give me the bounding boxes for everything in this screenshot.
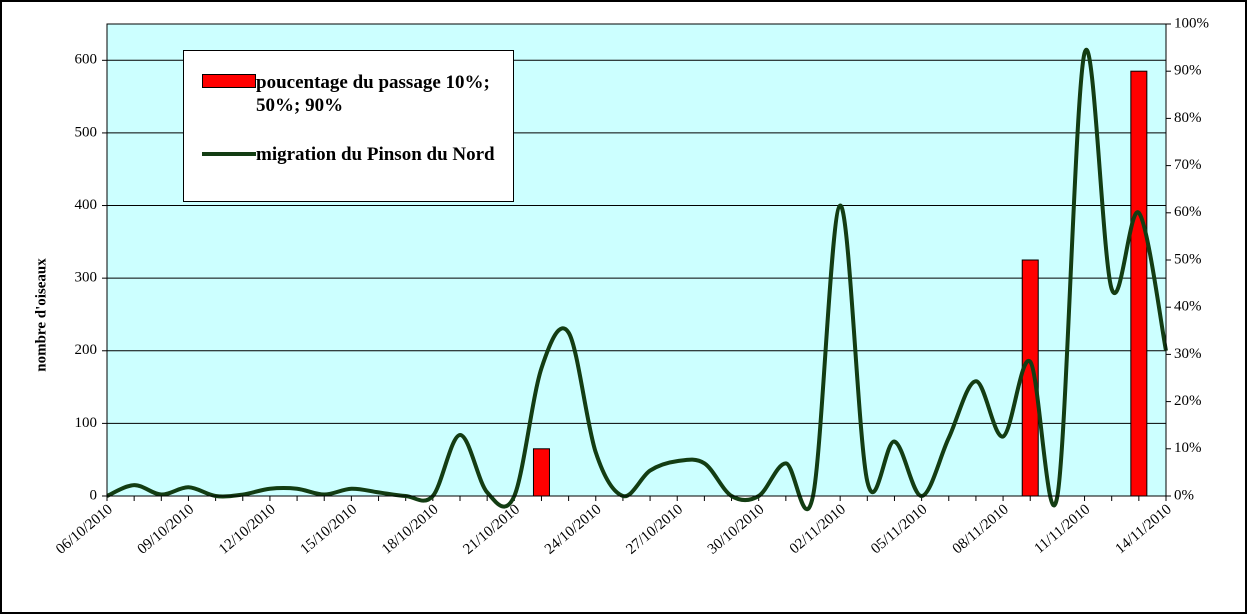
line <box>106 47 1168 512</box>
y2-tick-label: 10% <box>1174 440 1202 456</box>
y2-tick-label: 40% <box>1174 299 1202 315</box>
legend-label: poucentage du passage 10%; 50%; 90% <box>256 72 490 116</box>
y2-tick-label: 100% <box>1174 15 1209 31</box>
y-tick-label: 0 <box>90 487 98 503</box>
plot-border <box>106 23 1167 497</box>
bar <box>532 448 550 497</box>
y-tick-label: 100 <box>75 415 98 431</box>
legend-swatch <box>202 74 256 88</box>
y2-tick-label: 30% <box>1174 346 1202 362</box>
y2-tick-label: 60% <box>1174 204 1202 220</box>
bar <box>1130 70 1148 497</box>
y2-tick-label: 50% <box>1174 251 1202 267</box>
y2-tick-label: 0% <box>1174 487 1194 503</box>
y2-tick-label: 80% <box>1174 110 1202 126</box>
y2-tick-label: 70% <box>1174 157 1202 173</box>
y-tick-label: 400 <box>75 197 98 213</box>
y2-tick-label: 20% <box>1174 393 1202 409</box>
y2-tick-label: 90% <box>1174 63 1202 79</box>
y-tick-label: 500 <box>75 124 98 140</box>
legend: poucentage du passage 10%; 50%; 90% migra… <box>183 50 514 202</box>
y-tick-label: 600 <box>75 52 98 68</box>
y-tick-label: 200 <box>75 342 98 358</box>
legend-swatch <box>202 152 256 156</box>
legend-label: migration du Pinson du Nord <box>256 144 495 165</box>
y-tick-label: 300 <box>75 270 98 286</box>
y-axis-label: nombre d'oiseaux <box>33 258 49 372</box>
